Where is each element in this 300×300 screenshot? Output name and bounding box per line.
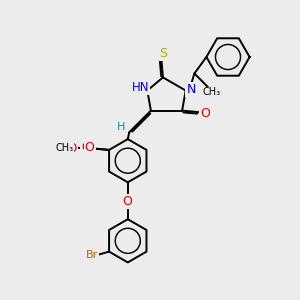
Text: N: N <box>186 82 196 95</box>
Text: O: O <box>81 141 90 154</box>
Text: O: O <box>68 142 77 155</box>
Text: H: H <box>117 122 125 132</box>
Text: S: S <box>159 47 167 60</box>
Text: O: O <box>122 195 132 208</box>
Text: methoxy: methoxy <box>64 148 70 149</box>
Text: CH₃: CH₃ <box>203 87 221 98</box>
Text: Br: Br <box>85 250 98 260</box>
Text: CH₃: CH₃ <box>55 143 73 153</box>
Text: O: O <box>85 141 94 154</box>
Text: O: O <box>200 107 210 120</box>
Text: HN: HN <box>132 81 149 94</box>
